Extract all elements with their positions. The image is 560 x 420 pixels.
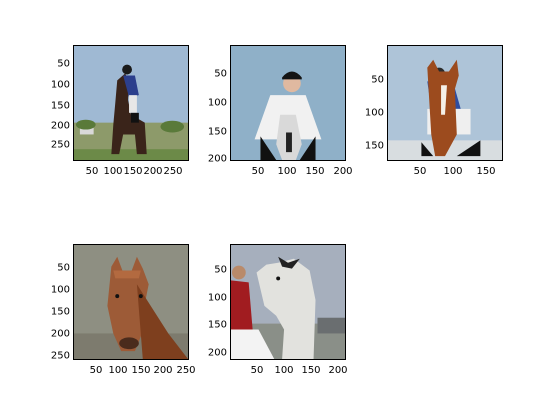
y-tick-label: 50 [371,74,384,86]
image-rider-grey-horse [230,45,346,161]
y-tick-label: 150 [50,100,70,112]
image-chestnut-horse-head [73,244,189,360]
y-tick-label: 100 [207,292,227,304]
subplot-3: 50 100 150 50 100 150 [0,0,540,190]
subplot-2: 50 100 150 200 50 100 150 200 [0,0,380,190]
x-tick-label: 150 [123,166,143,177]
y-tick-label: 100 [364,107,384,119]
x-tick-label: 250 [163,166,183,177]
y-tick-label: 150 [50,306,70,318]
y-tick-label: 50 [57,58,70,70]
x-tick-label: 150 [476,166,496,177]
y-tick-label: 150 [207,319,227,331]
x-tick-label: 100 [274,365,294,376]
y-tick-label: 100 [50,284,70,296]
x-tick-label: 100 [108,365,128,376]
y-tick-label: 250 [50,139,70,151]
image-rider-dark-horse [73,45,189,161]
x-tick-label: 100 [277,166,297,177]
subplot-5: 50 100 150 200 50 100 150 200 [207,244,348,376]
x-tick-label: 50 [251,166,265,177]
x-tick-label: 50 [413,166,427,177]
x-tick-label: 50 [85,166,99,177]
y-tick-label: 100 [207,97,227,109]
image-grey-horse-handler [230,244,346,360]
x-tick-label: 200 [328,365,348,376]
y-tick-label: 150 [364,140,384,152]
y-tick-label: 200 [50,120,70,132]
y-tick-label: 50 [214,264,227,276]
image-rider-chestnut-horse [387,45,503,161]
x-tick-label: 50 [250,365,264,376]
subplot-4: 50 100 150 200 250 50 100 150 200 250 [0,0,200,390]
y-tick-label: 200 [50,328,70,340]
y-tick-label: 50 [57,262,70,274]
x-tick-label: 250 [176,365,196,376]
x-tick-label: 200 [153,365,173,376]
x-tick-label: 100 [103,166,123,177]
x-tick-label: 150 [131,365,151,376]
x-tick-label: 200 [143,166,163,177]
y-tick-label: 250 [50,350,70,362]
x-tick-label: 150 [305,166,325,177]
x-tick-label: 100 [443,166,463,177]
y-tick-label: 150 [207,126,227,138]
subplot-1: 50 100 150 200 250 50 100 150 200 250 [0,0,200,190]
x-tick-label: 150 [301,365,321,376]
y-tick-label: 100 [50,79,70,91]
x-tick-label: 50 [89,365,103,376]
y-tick-label: 200 [207,153,227,165]
y-tick-label: 50 [214,68,227,80]
x-tick-label: 200 [333,166,353,177]
y-tick-label: 200 [207,347,227,359]
